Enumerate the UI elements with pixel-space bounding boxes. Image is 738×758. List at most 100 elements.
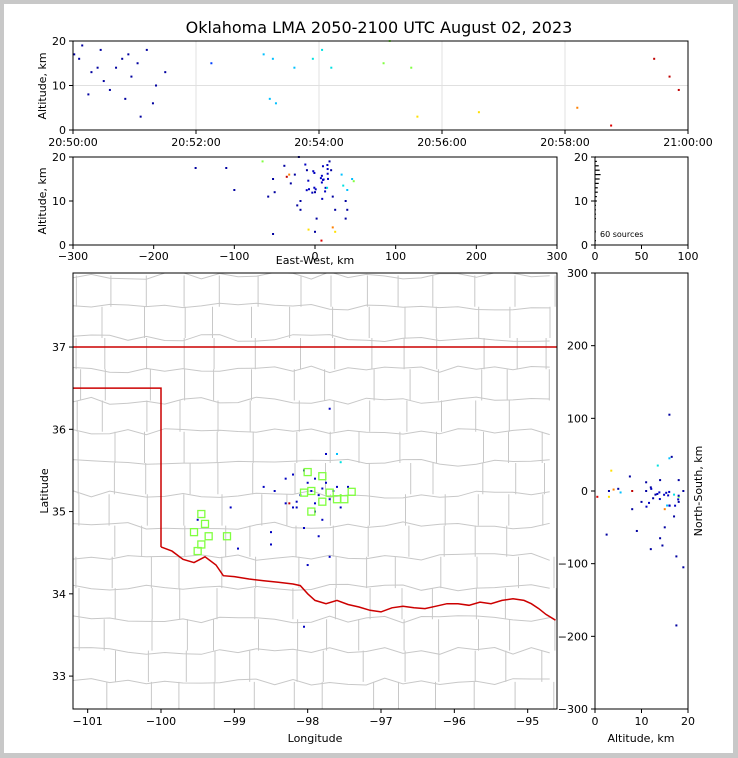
latitude-tick-label: 35: [52, 506, 66, 519]
altitude-northsouth-point: [659, 537, 662, 540]
altitude-northsouth-point: [674, 504, 677, 507]
altitude-northsouth-panel: 0 10 20 −300 −200 −100 0 100 200 300 Altitude, km…: [558, 267, 705, 745]
plan-view-point: [321, 487, 324, 490]
county-line: [73, 521, 550, 530]
altitude-northsouth-point: [668, 457, 671, 460]
plan-view-point: [303, 625, 305, 628]
plan-view-point: [310, 490, 313, 492]
lma-stations: [189, 467, 356, 556]
time-altitude-point: [99, 48, 102, 51]
lma-station-marker: [197, 509, 206, 519]
lma-station-marker: [189, 527, 199, 537]
eastwest-tick-label: 200: [466, 250, 487, 263]
eastwest-altitude-point: [321, 165, 324, 168]
altitude-histogram-bars: [595, 156, 601, 242]
plan-view-point: [295, 500, 298, 503]
eastwest-altitude-point: [305, 169, 308, 172]
lma-station-marker: [347, 487, 356, 496]
lma-station-marker: [222, 532, 232, 541]
altitude-northsouth-point: [668, 504, 671, 507]
plan-view-point: [288, 502, 291, 505]
latitude-tick-label: 36: [52, 423, 66, 436]
lma-station-marker: [193, 546, 202, 556]
eastwest-altitude-point: [313, 186, 316, 189]
altitude-northsouth-point: [628, 475, 631, 478]
eastwest-altitude-point: [320, 174, 323, 177]
eastwest-altitude-point: [321, 197, 324, 200]
time-altitude-point: [155, 84, 158, 87]
plan-view-point: [273, 490, 276, 492]
eastwest-altitude-point: [194, 167, 197, 169]
altitude-northsouth-point: [631, 490, 634, 492]
lma-station-marker: [307, 486, 316, 496]
northsouth-tick-label: 100: [567, 412, 588, 425]
eastwest-altitude-point: [293, 173, 296, 176]
county-line: [73, 273, 550, 280]
eastwest-altitude-point: [340, 173, 343, 176]
time-tick-label: 20:54:00: [294, 136, 343, 149]
time-altitude-point: [610, 124, 613, 127]
county-line: [541, 275, 557, 709]
eastwest-altitude-point: [334, 230, 337, 233]
plan-view-point: [347, 485, 349, 488]
altitude-northsouth-point: [677, 494, 680, 497]
eastwest-altitude-point: [352, 180, 355, 183]
eastwest-altitude-point: [326, 172, 329, 175]
county-line: [286, 275, 302, 709]
plan-view-ylabel: Latitude: [38, 468, 51, 514]
altitude-northsouth-point: [682, 566, 685, 569]
eastwest-altitude-xlabel: East-West, km: [276, 254, 354, 267]
plan-view-point: [328, 555, 331, 558]
altitude-northsouth-point: [635, 529, 638, 532]
plan-view-ticks: −101 −100 −99 −98 −97 −96 −95 33 34 35 36 37: [52, 341, 539, 728]
eastwest-altitude-point: [326, 168, 329, 171]
northsouth-tick-label: −100: [558, 558, 588, 571]
altitude-tick-label: 10: [52, 195, 66, 208]
time-altitude-point: [321, 48, 324, 51]
altitude-tick-label: 0: [592, 715, 599, 728]
lma-station-marker: [340, 495, 349, 504]
altitude-tick-label: 20: [52, 35, 66, 48]
county-line: [473, 275, 485, 709]
eastwest-altitude-point: [313, 171, 316, 174]
altitude-tick-label: 0: [581, 239, 588, 252]
county-line: [101, 275, 116, 709]
plan-view-panel: −101 −100 −99 −98 −97 −96 −95 33 34 35 36 37 Longit…: [38, 272, 558, 745]
eastwest-altitude-point: [314, 188, 317, 191]
time-altitude-point: [139, 115, 142, 118]
time-altitude-ticks: 20:50:00 20:52:00 20:54:00 20:56:00 20:58:00…: [48, 35, 712, 149]
time-altitude-point: [73, 53, 76, 56]
plan-view-point: [317, 494, 320, 497]
time-altitude-point: [130, 75, 133, 78]
eastwest-tick-label: 100: [385, 250, 406, 263]
time-tick-label: 20:50:00: [48, 136, 97, 149]
eastwest-altitude-point: [289, 182, 292, 185]
altitude-northsouth-point: [677, 479, 680, 482]
altitude-northsouth-point: [648, 501, 651, 504]
county-line: [73, 646, 550, 655]
time-altitude-point: [136, 62, 139, 65]
county-line: [73, 396, 550, 405]
time-altitude-point: [96, 66, 99, 69]
county-line: [73, 677, 550, 686]
time-altitude-point: [268, 97, 271, 100]
time-altitude-point: [151, 102, 154, 105]
latitude-tick-label: 37: [52, 341, 66, 354]
altitude-northsouth-point: [656, 492, 659, 495]
time-altitude-grid: [72, 40, 689, 131]
altitude-tick-label: 20: [52, 151, 66, 164]
time-altitude-point: [311, 57, 314, 60]
state-border: [73, 346, 557, 621]
plan-view-point: [339, 461, 342, 464]
plan-view-point: [321, 518, 324, 521]
plan-view-point: [336, 485, 338, 488]
time-altitude-point: [274, 102, 277, 105]
altitude-northsouth-point: [667, 494, 670, 497]
time-altitude-point: [330, 66, 333, 69]
eastwest-altitude-point: [331, 226, 334, 229]
altitude-tick-label: 20: [574, 151, 588, 164]
altitude-northsouth-point: [607, 495, 610, 498]
altitude-northsouth-point: [656, 464, 659, 467]
time-tick-label: 21:00:00: [663, 136, 712, 149]
time-altitude-point: [127, 53, 130, 56]
